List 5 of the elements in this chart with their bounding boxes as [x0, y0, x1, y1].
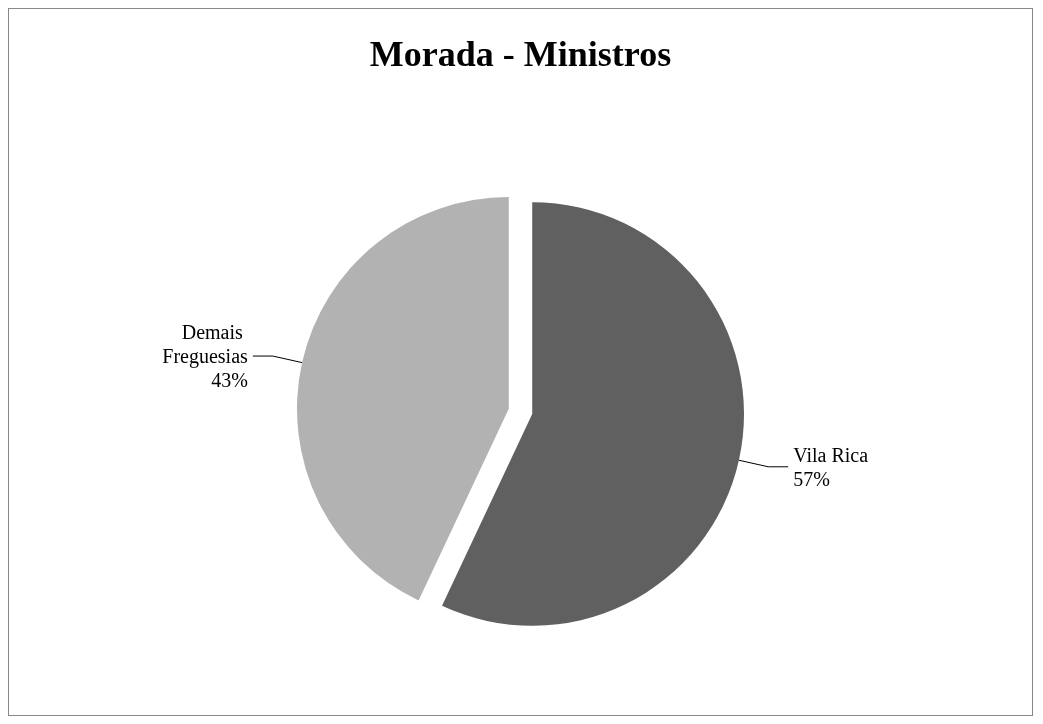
chart-title: Morada - Ministros [369, 34, 672, 74]
slice-label: Demais Freguesias [162, 321, 249, 369]
data-label: 43% [211, 369, 248, 392]
data-label: 57% [793, 467, 830, 490]
slice-label: Vila Rica [793, 443, 869, 466]
